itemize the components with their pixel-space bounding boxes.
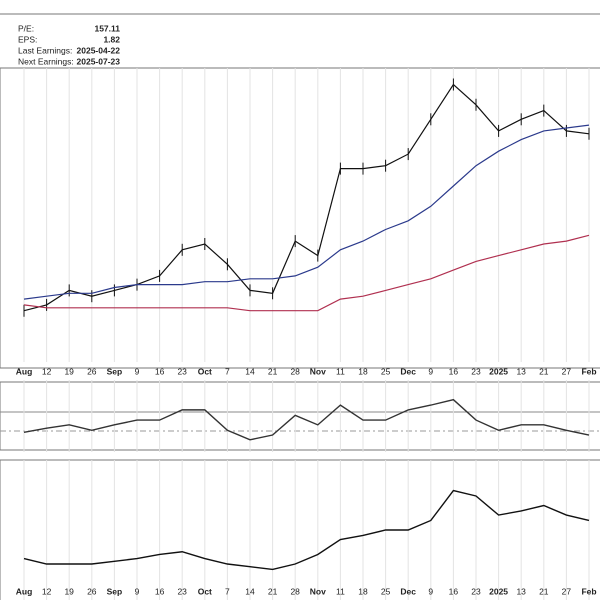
info-value: 2025-04-22 (77, 45, 121, 55)
x-tick-label: 11 (336, 586, 345, 596)
info-value: 1.82 (103, 34, 120, 44)
x-tick-label: 28 (290, 366, 300, 376)
x-tick-label: 2025 (489, 366, 508, 376)
x-tick-label: 2025 (489, 586, 508, 596)
x-tick-label: Nov (310, 586, 326, 596)
x-tick-label: 25 (381, 366, 391, 376)
info-label: P/E: (18, 23, 34, 33)
x-tick-label: 13 (516, 366, 526, 376)
x-tick-label: 23 (177, 586, 187, 596)
price-panel (0, 67, 600, 369)
x-tick-label: Oct (198, 366, 212, 376)
x-tick-label: 21 (268, 586, 278, 596)
x-tick-label: 23 (471, 366, 481, 376)
x-tick-label: 18 (358, 366, 368, 376)
series-line (23, 234, 590, 312)
x-tick-label: 14 (245, 586, 255, 596)
x-tick-label: 7 (225, 586, 230, 596)
series-line (23, 398, 590, 441)
x-tick-label: 9 (428, 586, 433, 596)
x-tick-label: 28 (290, 586, 300, 596)
x-tick-label: Aug (16, 366, 33, 376)
x-tick-label: 25 (381, 586, 391, 596)
x-tick-label: 21 (539, 366, 549, 376)
x-tick-label: 11 (336, 366, 345, 376)
info-value: 2025-07-23 (77, 56, 121, 66)
x-tick-label: 27 (562, 366, 572, 376)
x-tick-label: 9 (428, 366, 433, 376)
x-tick-label: 16 (155, 366, 165, 376)
x-tick-label: Oct (198, 586, 212, 596)
x-tick-label: Sep (107, 586, 123, 596)
x-tick-label: 7 (225, 366, 230, 376)
x-tick-label: 19 (64, 586, 74, 596)
x-tick-label: Feb (581, 366, 596, 376)
info-value: 157.11 (94, 23, 120, 33)
x-tick-label: 27 (562, 586, 572, 596)
series-line (23, 124, 590, 300)
info-label: EPS: (18, 34, 37, 44)
x-tick-label: 21 (268, 366, 278, 376)
x-tick-label: Dec (400, 586, 416, 596)
x-tick-label: 16 (449, 366, 459, 376)
series-line (23, 83, 590, 312)
info-label: Next Earnings: (18, 56, 74, 66)
info-label: Last Earnings: (18, 45, 72, 55)
x-tick-label: 9 (135, 586, 140, 596)
x-tick-label: Aug (16, 586, 33, 596)
oscillator-panel (0, 381, 600, 451)
x-tick-label: 19 (64, 366, 74, 376)
lower-panel (0, 459, 600, 600)
x-tick-label: Nov (310, 366, 326, 376)
x-tick-label: 9 (135, 366, 140, 376)
x-tick-label: 14 (245, 366, 255, 376)
x-tick-label: 21 (539, 586, 549, 596)
series-line (23, 489, 590, 571)
x-tick-label: 26 (87, 366, 97, 376)
x-tick-label: 16 (449, 586, 459, 596)
x-tick-label: Dec (400, 366, 416, 376)
x-tick-label: 16 (155, 586, 165, 596)
x-tick-label: 23 (177, 366, 187, 376)
x-tick-label: 18 (358, 586, 368, 596)
x-tick-label: Feb (581, 586, 596, 596)
x-tick-label: 26 (87, 586, 97, 596)
x-tick-label: 12 (42, 586, 52, 596)
x-tick-label: Sep (107, 366, 123, 376)
x-tick-label: 13 (516, 586, 526, 596)
x-tick-label: 23 (471, 586, 481, 596)
x-tick-label: 12 (42, 366, 52, 376)
